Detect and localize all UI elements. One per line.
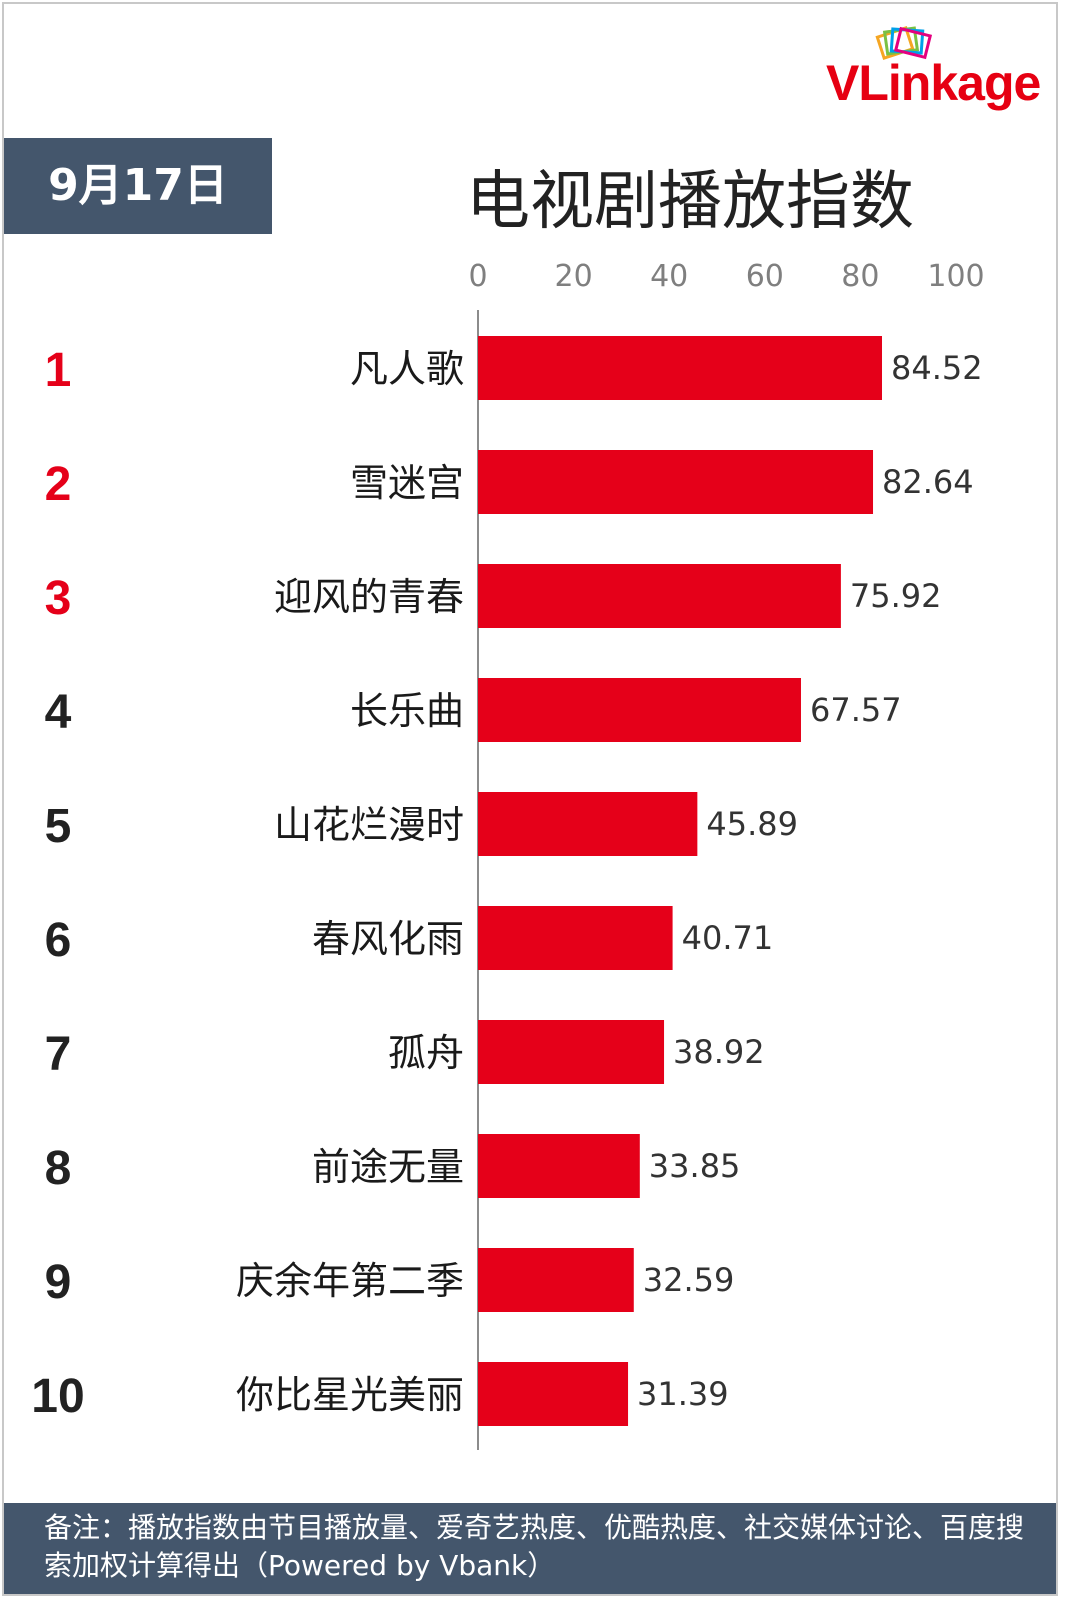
category-label: 山花烂漫时 bbox=[274, 803, 464, 847]
vlinkage-logo: VLinkage bbox=[826, 24, 1066, 124]
value-label: 45.89 bbox=[706, 805, 798, 843]
category-label: 你比星光美丽 bbox=[236, 1373, 464, 1417]
footer-note-box: 备注：播放指数由节目播放量、爱奇艺热度、优酷热度、社交媒体讨论、百度搜索加权计算… bbox=[4, 1503, 1056, 1594]
chart-title: 电视剧播放指数 bbox=[466, 165, 914, 239]
rank-number: 5 bbox=[45, 800, 72, 853]
category-label: 庆余年第二季 bbox=[236, 1259, 464, 1303]
value-label: 31.39 bbox=[637, 1375, 729, 1413]
rank-number: 10 bbox=[31, 1370, 84, 1423]
bar bbox=[478, 336, 883, 400]
rank-number: 4 bbox=[45, 686, 72, 739]
rank-number: 2 bbox=[45, 458, 72, 511]
bar bbox=[478, 1020, 665, 1084]
x-tick-label: 20 bbox=[555, 259, 593, 294]
date-badge: 9月17日 bbox=[4, 138, 272, 234]
x-tick-label: 60 bbox=[746, 259, 784, 294]
rank-number: 6 bbox=[45, 914, 72, 967]
bar bbox=[478, 1362, 629, 1426]
category-label: 雪迷宫 bbox=[350, 461, 464, 505]
bar bbox=[478, 792, 698, 856]
value-label: 40.71 bbox=[682, 919, 774, 957]
logo-text: VLinkage bbox=[826, 55, 1041, 111]
x-tick-label: 80 bbox=[841, 259, 879, 294]
x-tick-label: 40 bbox=[650, 259, 688, 294]
bar bbox=[478, 564, 841, 628]
value-label: 67.57 bbox=[810, 691, 902, 729]
value-label: 82.64 bbox=[882, 463, 974, 501]
rank-number: 3 bbox=[45, 572, 72, 625]
bar bbox=[478, 1248, 634, 1312]
value-label: 84.52 bbox=[891, 349, 983, 387]
bar bbox=[478, 1134, 640, 1198]
value-label: 33.85 bbox=[649, 1147, 741, 1185]
bar bbox=[478, 678, 801, 742]
rank-number: 8 bbox=[45, 1142, 72, 1195]
page-frame bbox=[2, 2, 1058, 1596]
category-label: 长乐曲 bbox=[350, 689, 464, 733]
category-label: 孤舟 bbox=[388, 1031, 464, 1075]
rank-number: 7 bbox=[45, 1028, 72, 1081]
bar-chart: 0 20 40 60 80 100 84.52 凡人歌 1 82.64 雪迷宫 2 75.92 迎风的青春… bbox=[31, 259, 985, 1450]
bar bbox=[478, 906, 673, 970]
footer-note: 备注：播放指数由节目播放量、爱奇艺热度、优酷热度、社交媒体讨论、百度搜索加权计算… bbox=[44, 1511, 1025, 1582]
category-label: 前途无量 bbox=[312, 1145, 464, 1189]
value-label: 38.92 bbox=[673, 1033, 765, 1071]
category-label: 迎风的青春 bbox=[274, 575, 464, 619]
date-label: 9月17日 bbox=[48, 160, 228, 211]
x-tick-label: 0 bbox=[468, 259, 487, 294]
bar bbox=[478, 450, 874, 514]
logo-cards-icon bbox=[875, 26, 933, 60]
category-label: 春风化雨 bbox=[312, 917, 464, 961]
value-label: 32.59 bbox=[643, 1261, 735, 1299]
x-tick-label: 100 bbox=[927, 259, 984, 294]
value-label: 75.92 bbox=[850, 577, 942, 615]
rank-number: 9 bbox=[45, 1256, 72, 1309]
rank-number: 1 bbox=[45, 344, 72, 397]
category-label: 凡人歌 bbox=[350, 347, 464, 391]
